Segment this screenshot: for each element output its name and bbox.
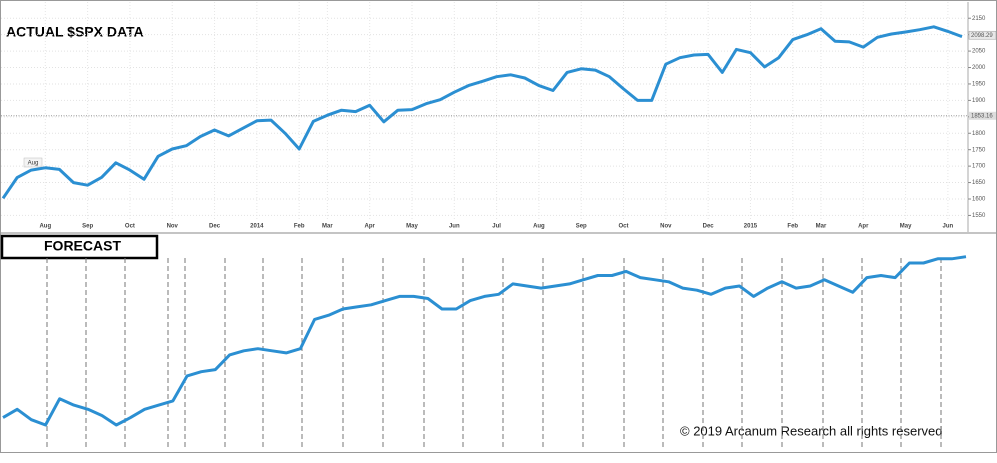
y-tick-label: 1900: [972, 98, 986, 104]
x-tick-label: Jul: [492, 224, 501, 230]
y-tick-label: 2000: [972, 65, 986, 71]
y-tick-label: 1650: [972, 180, 986, 186]
y-tick-label: 2150: [972, 16, 986, 22]
x-tick-label: Dec: [703, 224, 715, 230]
x-tick-label: May: [406, 224, 418, 230]
y-tick-label: 1600: [972, 197, 986, 203]
price-box: [968, 30, 997, 40]
price-label: 1853.16: [971, 113, 993, 119]
x-tick-label: Oct: [125, 224, 135, 230]
x-tick-label: Sep: [576, 224, 587, 230]
price-box: [969, 111, 996, 120]
y-tick-label: 1550: [972, 213, 986, 219]
x-tick-label: Nov: [660, 224, 672, 230]
marker-label: Aug: [28, 161, 39, 167]
x-tick-label: Dec: [209, 224, 221, 230]
x-tick-label: Nov: [167, 224, 179, 230]
chart-title: FORECAST: [44, 238, 121, 254]
copyright: © 2019 Arcanum Research all rights reser…: [680, 423, 942, 438]
x-tick-label: Apr: [858, 224, 869, 230]
x-tick-label: Jun: [449, 224, 460, 230]
x-tick-label: 2015: [744, 224, 758, 230]
x-tick-label: Feb: [294, 224, 305, 230]
y-tick-label: 2050: [972, 49, 986, 55]
x-tick-label: 2014: [250, 224, 264, 230]
x-tick-label: Feb: [787, 224, 798, 230]
data-line: [2, 255, 967, 427]
y-tick-label: 1750: [972, 147, 986, 153]
x-tick-label: Aug: [39, 224, 51, 230]
title-box: [0, 234, 159, 260]
y-tick-label: 1700: [972, 164, 986, 170]
chart-title: ACTUAL $SPX DATA: [6, 24, 144, 40]
data-line: [1, 25, 963, 200]
x-tick-label: Aug: [533, 224, 545, 230]
marker-box: [23, 157, 43, 168]
x-tick-label: Sep: [82, 224, 93, 230]
x-tick-label: May: [900, 224, 912, 230]
x-tick-label: Apr: [365, 224, 376, 230]
x-tick-label: Mar: [322, 224, 333, 230]
x-tick-label: Oct: [619, 224, 629, 230]
y-tick-label: 1800: [972, 131, 986, 137]
y-tick-label: 1950: [972, 82, 986, 88]
price-label: 2098.29: [971, 33, 993, 39]
x-tick-label: Mar: [816, 224, 827, 230]
x-tick-label: Jun: [943, 224, 954, 230]
